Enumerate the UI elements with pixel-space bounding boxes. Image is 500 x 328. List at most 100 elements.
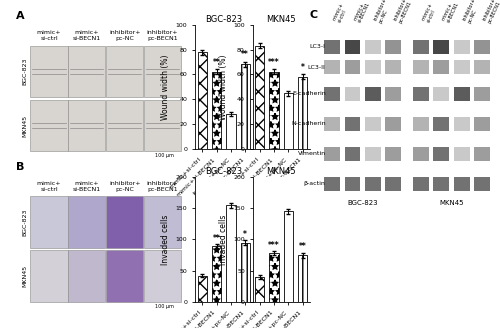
Bar — [454, 60, 469, 74]
Bar — [324, 176, 340, 191]
Bar — [386, 147, 401, 161]
Text: LC3-I: LC3-I — [310, 44, 326, 49]
Bar — [386, 117, 401, 131]
Text: mimic+
si-BECN1: mimic+ si-BECN1 — [73, 181, 101, 192]
Bar — [240, 243, 250, 302]
Text: mimic+
si-BECN1: mimic+ si-BECN1 — [442, 0, 460, 24]
Text: N-cadherin: N-cadherin — [291, 121, 326, 126]
Text: LC3-II: LC3-II — [308, 65, 326, 70]
Bar — [434, 87, 449, 101]
Bar — [454, 176, 469, 191]
Bar — [30, 100, 68, 152]
Text: β-actin: β-actin — [304, 181, 326, 186]
Bar — [240, 65, 250, 149]
Bar — [284, 212, 293, 302]
Bar — [474, 87, 490, 101]
Bar — [365, 87, 381, 101]
Text: mimic+
si-ctrl: mimic+ si-ctrl — [37, 181, 61, 192]
Text: MKN45: MKN45 — [23, 265, 28, 287]
Bar — [474, 117, 490, 131]
Text: mimic+
si-ctrl: mimic+ si-ctrl — [421, 2, 438, 24]
Bar — [365, 117, 381, 131]
Title: BGC-823: BGC-823 — [205, 15, 242, 24]
Bar — [212, 246, 221, 302]
Text: **: ** — [242, 51, 249, 59]
Bar — [344, 40, 360, 54]
Text: MKN45: MKN45 — [23, 114, 28, 136]
Text: mimic+
si-BECN1: mimic+ si-BECN1 — [73, 30, 101, 41]
Text: B: B — [16, 162, 24, 172]
Bar — [386, 176, 401, 191]
Text: Vimentin: Vimentin — [298, 151, 326, 156]
Text: inhibitor+
pc-NC: inhibitor+ pc-NC — [462, 0, 481, 24]
Bar — [344, 117, 360, 131]
Bar — [324, 40, 340, 54]
Bar — [298, 255, 308, 302]
Title: MKN45: MKN45 — [266, 167, 296, 176]
Bar — [255, 277, 264, 302]
Bar — [144, 251, 181, 302]
Text: A: A — [16, 11, 24, 21]
Bar — [386, 87, 401, 101]
Bar — [198, 52, 207, 149]
Bar — [144, 100, 181, 152]
Bar — [255, 46, 264, 149]
Bar — [386, 40, 401, 54]
Bar — [30, 46, 68, 97]
Bar — [413, 60, 429, 74]
Bar — [434, 147, 449, 161]
Text: *: * — [301, 63, 304, 72]
Bar — [212, 72, 221, 149]
Bar — [270, 72, 278, 149]
Text: E-cadherin: E-cadherin — [292, 92, 326, 96]
Bar — [474, 176, 490, 191]
Bar — [365, 40, 381, 54]
Text: ***: *** — [268, 58, 280, 67]
Bar — [344, 87, 360, 101]
Text: inhibitor+
pc-NC: inhibitor+ pc-NC — [109, 30, 140, 41]
Bar — [474, 40, 490, 54]
Bar — [365, 176, 381, 191]
Bar — [434, 40, 449, 54]
Bar — [226, 205, 235, 302]
Bar — [324, 87, 340, 101]
Bar — [270, 253, 278, 302]
Bar — [198, 276, 207, 302]
Bar — [30, 251, 68, 302]
Bar — [106, 100, 144, 152]
Bar — [68, 100, 106, 152]
Bar — [474, 147, 490, 161]
Bar — [413, 40, 429, 54]
Bar — [68, 46, 106, 97]
Bar — [106, 46, 144, 97]
Text: mimic+
si-BECN1: mimic+ si-BECN1 — [352, 0, 372, 24]
Bar — [434, 176, 449, 191]
Bar — [106, 196, 144, 248]
Text: **: ** — [299, 242, 306, 251]
Text: inhibitor+
pc-BECN1: inhibitor+ pc-BECN1 — [147, 30, 178, 41]
Bar — [413, 176, 429, 191]
Title: MKN45: MKN45 — [266, 15, 296, 24]
Bar — [144, 196, 181, 248]
Text: 100 μm: 100 μm — [154, 153, 174, 158]
Bar — [298, 77, 308, 149]
Bar — [344, 176, 360, 191]
Text: inhibitor+
pc-BECN1: inhibitor+ pc-BECN1 — [393, 0, 413, 24]
Bar — [226, 114, 235, 149]
Text: mimic+
si-ctrl: mimic+ si-ctrl — [332, 2, 350, 24]
Bar — [386, 60, 401, 74]
Text: BGC-823: BGC-823 — [348, 200, 378, 206]
Bar — [144, 46, 181, 97]
Bar — [344, 60, 360, 74]
Bar — [284, 93, 293, 149]
Text: ***: *** — [268, 241, 280, 250]
Bar — [68, 251, 106, 302]
Text: BGC-823: BGC-823 — [23, 209, 28, 236]
Text: inhibitor+
pc-NC: inhibitor+ pc-NC — [109, 181, 140, 192]
Bar — [324, 117, 340, 131]
Y-axis label: Wound width (%): Wound width (%) — [161, 54, 170, 120]
Bar — [413, 117, 429, 131]
Title: BGC-823: BGC-823 — [205, 167, 242, 176]
Text: inhibitor+
pc-BECN1: inhibitor+ pc-BECN1 — [482, 0, 500, 24]
Y-axis label: Wound width (%): Wound width (%) — [218, 54, 228, 120]
